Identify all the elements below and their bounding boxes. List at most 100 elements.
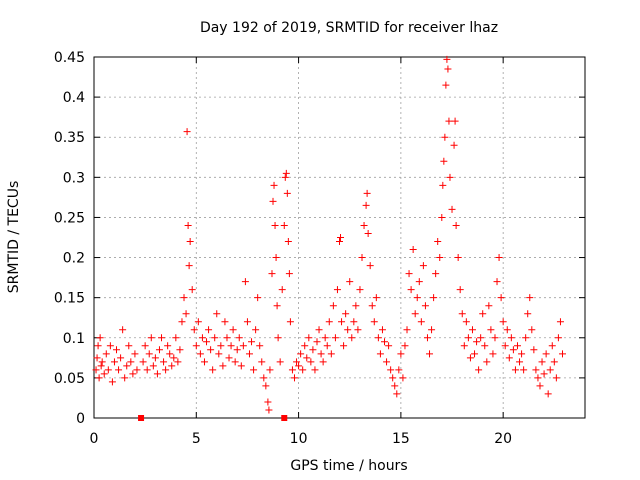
data-point [452, 221, 460, 229]
data-point [451, 117, 459, 125]
gap-marker [281, 415, 288, 421]
data-point [442, 81, 450, 89]
data-point [423, 334, 431, 342]
data-point [285, 270, 293, 278]
data-point [248, 338, 256, 346]
data-point [444, 65, 452, 73]
data-point [269, 197, 277, 205]
y-tick-label: 0.4 [63, 90, 85, 106]
data-point [405, 270, 413, 278]
data-point [493, 278, 501, 286]
data-point [358, 254, 366, 262]
data-point [426, 350, 434, 358]
data-point [350, 318, 358, 326]
data-point [293, 358, 301, 366]
data-point [327, 350, 335, 358]
data-point [473, 338, 481, 346]
data-point [530, 346, 538, 354]
y-tick-label: 0.35 [54, 130, 85, 146]
data-point [190, 326, 198, 334]
data-point [489, 350, 497, 358]
data-point [104, 366, 112, 374]
data-point [554, 334, 562, 342]
data-point [213, 310, 221, 318]
data-point [297, 350, 305, 358]
data-point [378, 326, 386, 334]
data-point [217, 342, 225, 350]
data-point [129, 370, 137, 378]
data-point [131, 350, 139, 358]
data-point [513, 342, 521, 350]
data-point [284, 238, 292, 246]
x-axis-label: GPS time / hours [290, 458, 407, 474]
y-tick-label: 0.15 [54, 291, 85, 307]
data-point [491, 334, 499, 342]
data-point [108, 378, 116, 386]
data-point [366, 262, 374, 270]
data-point [288, 366, 296, 374]
data-point [176, 346, 184, 354]
data-point [317, 350, 325, 358]
data-point [178, 318, 186, 326]
data-point [229, 326, 237, 334]
x-axis-ticks: 0 5 10 15 20 [90, 57, 512, 447]
data-point [407, 286, 415, 294]
data-point [170, 354, 178, 362]
data-point [207, 346, 215, 354]
data-point [464, 334, 472, 342]
data-point [133, 366, 141, 374]
data-point [94, 342, 102, 350]
data-point [550, 358, 558, 366]
data-point [481, 342, 489, 350]
data-point [174, 358, 182, 366]
data-point [227, 342, 235, 350]
data-point [223, 334, 231, 342]
data-point [468, 326, 476, 334]
data-point [544, 390, 552, 398]
data-point [265, 406, 273, 414]
data-point [319, 358, 327, 366]
data-point [430, 294, 438, 302]
data-point [192, 342, 200, 350]
data-point [281, 173, 289, 181]
data-point [360, 221, 368, 229]
data-point [180, 294, 188, 302]
x-tick-label: 20 [494, 431, 512, 447]
data-point [196, 350, 204, 358]
data-point [273, 302, 281, 310]
data-point [376, 350, 384, 358]
data-point [419, 262, 427, 270]
data-point [536, 382, 544, 390]
data-point [184, 221, 192, 229]
data-point [391, 382, 399, 390]
data-point [268, 270, 276, 278]
data-point [315, 326, 323, 334]
data-point [522, 334, 530, 342]
data-point [538, 358, 546, 366]
data-point [348, 334, 356, 342]
data-point [194, 318, 202, 326]
data-point [434, 238, 442, 246]
data-point [337, 234, 345, 241]
data-point [307, 358, 315, 366]
data-point [282, 169, 290, 177]
data-point [211, 334, 219, 342]
data-point [93, 354, 101, 362]
data-point [534, 374, 542, 382]
data-point [411, 310, 419, 318]
data-point [323, 342, 331, 350]
data-point [526, 294, 534, 302]
data-point [505, 354, 513, 362]
data-point [270, 181, 278, 189]
plot-frame [93, 56, 586, 419]
data-point [151, 354, 159, 362]
data-point [509, 346, 517, 354]
data-point [401, 342, 409, 350]
data-point [409, 246, 417, 254]
data-point [466, 354, 474, 362]
data-point [432, 270, 440, 278]
data-point [499, 318, 507, 326]
data-point [274, 334, 282, 342]
data-point [309, 346, 317, 354]
data-point [399, 374, 407, 382]
